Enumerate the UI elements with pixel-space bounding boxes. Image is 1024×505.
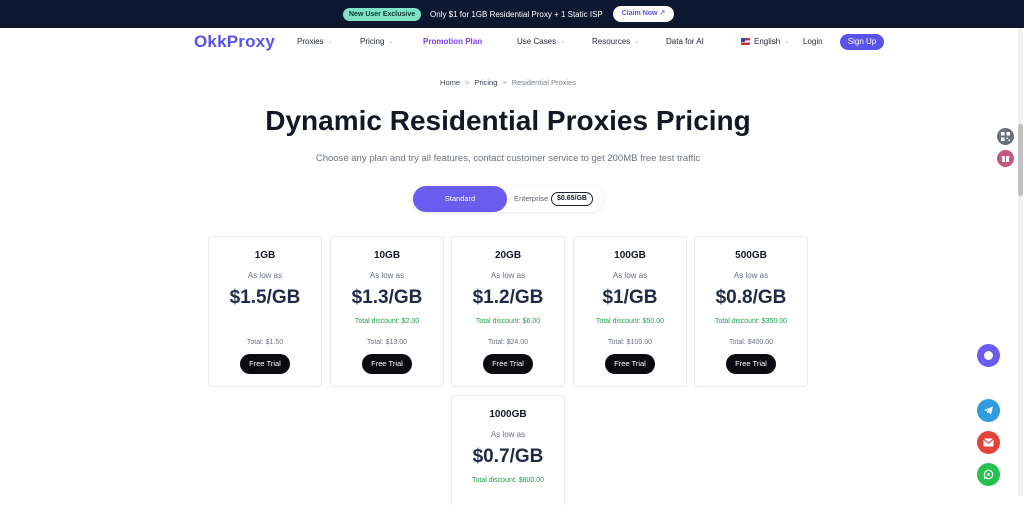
login-link[interactable]: Login	[803, 37, 823, 46]
free-trial-button[interactable]: Free Trial	[605, 354, 655, 374]
plan-discount: Total discount: $800.00	[472, 477, 544, 484]
page-scrollbar[interactable]	[1018, 28, 1023, 496]
plan-price: $1.5/GB	[229, 287, 301, 308]
qr-code-icon[interactable]	[997, 128, 1014, 145]
page-title: Dynamic Residential Proxies Pricing	[265, 105, 751, 136]
nav-resources-label: Resources	[592, 37, 631, 46]
plan-card-20gb: 20GB As low as $1.2/GB Total discount: $…	[451, 236, 565, 387]
plan-size: 10GB	[373, 250, 401, 261]
nav-use-cases-label: Use Cases	[517, 37, 557, 46]
plan-total: Total: $100.00	[608, 339, 652, 346]
as-low-as-label: As low as	[612, 271, 648, 280]
free-trial-button[interactable]: Free Trial	[483, 354, 533, 374]
plan-discount: Total discount: $2.00	[354, 318, 420, 325]
free-trial-button[interactable]: Free Trial	[726, 354, 776, 374]
plan-discount: Total discount: $50.00	[595, 318, 665, 325]
nav-proxies[interactable]: Proxies ⌄	[297, 37, 333, 46]
sign-up-button[interactable]: Sign Up	[840, 34, 884, 50]
plan-total: Total: $13.00	[366, 339, 408, 346]
nav-data-for-ai-label: Data for AI	[666, 37, 704, 46]
as-low-as-label: As low as	[369, 271, 405, 280]
nav-data-for-ai[interactable]: Data for AI	[666, 37, 704, 46]
as-low-as-label: As low as	[490, 430, 526, 439]
plan-size: 1GB	[254, 250, 276, 261]
logo[interactable]: OkkProxy	[194, 32, 275, 51]
plan-size: 100GB	[614, 250, 646, 261]
nav-pricing[interactable]: Pricing ⌄	[360, 37, 393, 46]
whatsapp-icon[interactable]	[977, 463, 1000, 486]
page-subtitle: Choose any plan and try all features, co…	[315, 153, 701, 164]
enterprise-price-badge: $0.65/GB	[551, 192, 593, 206]
gift-icon[interactable]	[997, 150, 1014, 167]
language-selector[interactable]: English ⌄	[741, 37, 789, 46]
us-flag-icon	[741, 38, 750, 45]
plan-price: $1/GB	[602, 287, 658, 308]
plan-price: $0.8/GB	[715, 287, 787, 308]
breadcrumb-separator: >	[465, 78, 470, 87]
plan-discount: Total discount: $6.00	[475, 318, 541, 325]
chevron-down-icon: ⌄	[634, 39, 640, 45]
plan-size: 500GB	[735, 250, 767, 261]
new-user-badge: New User Exclusive	[343, 8, 422, 21]
standard-tab[interactable]: Standard	[413, 186, 507, 212]
plan-price: $0.7/GB	[472, 446, 544, 467]
enterprise-tab[interactable]: Enterprise	[514, 194, 549, 203]
nav-pricing-label: Pricing	[360, 37, 385, 46]
as-low-as-label: As low as	[490, 271, 526, 280]
plan-price: $1.3/GB	[351, 287, 423, 308]
plan-discount: Total discount: $350.00	[715, 318, 787, 325]
plan-card-1000gb: 1000GB As low as $0.7/GB Total discount:…	[451, 395, 565, 505]
plan-total: Total: $400.00	[729, 339, 773, 346]
promo-bar: New User Exclusive Only $1 for 1GB Resid…	[0, 0, 1024, 28]
nav-proxies-label: Proxies	[297, 37, 324, 46]
nav-resources[interactable]: Resources ⌄	[592, 37, 639, 46]
plan-card-100gb: 100GB As low as $1/GB Total discount: $5…	[573, 236, 687, 387]
breadcrumb: Home > Pricing > Residential Proxies	[0, 78, 1016, 87]
nav-promotion-plan[interactable]: Promotion Plan	[423, 37, 482, 46]
breadcrumb-pricing[interactable]: Pricing	[474, 78, 498, 87]
claim-now-button[interactable]: Claim Now ↗	[613, 6, 674, 22]
plan-card-500gb: 500GB As low as $0.8/GB Total discount: …	[694, 236, 808, 387]
email-icon[interactable]	[977, 431, 1000, 454]
plan-size: 20GB	[494, 250, 522, 261]
free-trial-button[interactable]: Free Trial	[362, 354, 412, 374]
breadcrumb-separator: >	[502, 78, 507, 87]
promo-text: Only $1 for 1GB Residential Proxy + 1 St…	[430, 10, 603, 19]
chevron-down-icon: ⌄	[784, 39, 790, 45]
as-low-as-label: As low as	[247, 271, 283, 280]
plan-total: Total: $24.00	[487, 339, 529, 346]
chevron-down-icon: ⌄	[388, 39, 394, 45]
chat-bubble-icon[interactable]	[977, 344, 1000, 367]
plan-toggle: Standard Enterprise $0.65/GB	[413, 186, 603, 212]
plan-card-1gb: 1GB As low as $1.5/GB Total: $1.50 Free …	[208, 236, 322, 387]
as-low-as-label: As low as	[733, 271, 769, 280]
scrollbar-thumb[interactable]	[1018, 124, 1023, 196]
breadcrumb-home[interactable]: Home	[440, 78, 461, 87]
main-nav: OkkProxy Proxies ⌄ Pricing ⌄ Promotion P…	[0, 28, 1024, 56]
nav-use-cases[interactable]: Use Cases ⌄	[517, 37, 565, 46]
breadcrumb-current: Residential Proxies	[511, 78, 576, 87]
language-label: English	[754, 37, 781, 46]
plan-total: Total: $1.50	[246, 339, 284, 346]
plan-card-10gb: 10GB As low as $1.3/GB Total discount: $…	[330, 236, 444, 387]
telegram-icon[interactable]	[977, 399, 1000, 422]
chevron-down-icon: ⌄	[560, 39, 566, 45]
plan-price: $1.2/GB	[472, 287, 544, 308]
plan-size: 1000GB	[489, 409, 527, 420]
free-trial-button[interactable]: Free Trial	[240, 354, 290, 374]
login-label: Login	[803, 37, 823, 46]
nav-promotion-label: Promotion Plan	[423, 37, 483, 46]
chevron-down-icon: ⌄	[327, 39, 333, 45]
